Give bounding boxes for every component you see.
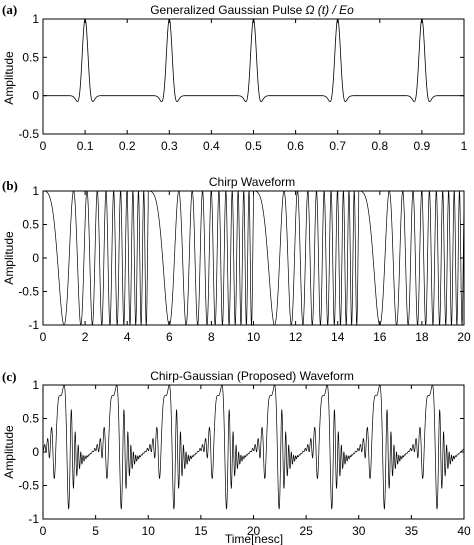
panel-a-xtick-label: 0.8 xyxy=(371,139,388,153)
panel-b-ylabel: Amplitude xyxy=(2,231,16,285)
panel-c: (c) Chirp-Gaussian (Proposed) Waveform A… xyxy=(2,369,471,545)
panel-b-xtick-label: 16 xyxy=(373,330,387,344)
panel-c-xtick-label: 30 xyxy=(352,524,366,538)
panel-c-xtick-label: 0 xyxy=(40,524,47,538)
panel-c-xlabel: Time[nesc] xyxy=(225,532,283,545)
panel-a-ytick-label: 0 xyxy=(32,89,39,103)
panel-c-series-line xyxy=(42,384,465,510)
panel-a-xtick-label: 0.1 xyxy=(77,139,94,153)
panel-b-xtick-label: 6 xyxy=(166,330,173,344)
panel-c-ytick-label: 0.5 xyxy=(22,412,39,426)
panel-b-xtick-label: 10 xyxy=(247,330,261,344)
panel-a-xtick-label: 0.2 xyxy=(119,139,136,153)
panel-a-ytick-label: -0.5 xyxy=(18,127,39,141)
panel-c-ytick-label: -1 xyxy=(28,512,39,526)
panel-b-xtick-label: 4 xyxy=(124,330,131,344)
panel-b-xtick-label: 2 xyxy=(82,330,89,344)
panel-b-xtick-label: 0 xyxy=(40,330,47,344)
panel-a-title: Generalized Gaussian Pulse Ω (t) / Eo xyxy=(150,3,354,17)
panel-a-ytick-label: 0.5 xyxy=(22,50,39,64)
panel-c-ytick-label: 0 xyxy=(32,445,39,459)
panel-c-ytick-label: -0.5 xyxy=(18,479,39,493)
panel-a-xtick-label: 0.5 xyxy=(245,139,262,153)
panel-b-xtick-label: 20 xyxy=(457,330,471,344)
panel-b-xtick-label: 12 xyxy=(289,330,303,344)
panel-a-ylabel: Amplitude xyxy=(2,51,16,105)
panel-c-title: Chirp-Gaussian (Proposed) Waveform xyxy=(150,369,354,383)
panel-b-ytick-label: 1 xyxy=(32,184,39,198)
panel-a-ytick-label: 1 xyxy=(32,12,39,26)
panel-c-tag: (c) xyxy=(2,369,16,384)
panel-b-xtick-label: 14 xyxy=(331,330,345,344)
panel-a-xtick-label: 0.9 xyxy=(414,139,431,153)
panel-c-xtick-label: 5 xyxy=(92,524,99,538)
panel-c-xtick-label: 35 xyxy=(405,524,419,538)
panel-a: (a) Generalized Gaussian Pulse Ω (t) / Eo… xyxy=(2,2,468,153)
panel-c-xtick-label: 15 xyxy=(194,524,208,538)
panel-a-xtick-label: 0.6 xyxy=(287,139,304,153)
panel-a-tag: (a) xyxy=(2,2,17,17)
panel-b-xtick-label: 8 xyxy=(208,330,215,344)
panel-b-ytick-label: 0 xyxy=(32,251,39,265)
panel-a-title-formula: Ω (t) / Eo xyxy=(305,3,354,17)
panel-c-xtick-label: 10 xyxy=(142,524,156,538)
panel-c-axes-box xyxy=(42,384,465,520)
panel-a-xtick-label: 1 xyxy=(461,139,468,153)
panel-b-ytick-label: 0.5 xyxy=(22,218,39,232)
panel-c-ylabel: Amplitude xyxy=(2,425,16,479)
panel-b: (b) Chirp Waveform Amplitude 0 2 4 6 8 10 12 14… xyxy=(2,175,471,344)
panel-c-xtick-label: 40 xyxy=(457,524,471,538)
panel-a-ticks: 0 0.1 0.2 0.3 0.4 0.5 0.6 0.7 0.8 0.9 1-0.500.51 xyxy=(18,12,467,153)
panel-a-title-plain: Generalized Gaussian Pulse xyxy=(150,3,302,17)
panel-a-series-line xyxy=(43,18,464,102)
panel-a-axes-box xyxy=(42,18,465,135)
panel-b-series-line xyxy=(43,189,465,326)
panel-b-xtick-label: 18 xyxy=(415,330,429,344)
panel-c-xtick-label: 20 xyxy=(247,524,261,538)
panel-c-ticks: 0 5 10 15 20 25 30 35 40 -1 -0.5 0 0.5 1 xyxy=(18,378,471,538)
panel-a-xtick-label: 0 xyxy=(40,139,47,153)
panel-b-ytick-label: -0.5 xyxy=(18,285,39,299)
panel-b-tag: (b) xyxy=(2,178,18,193)
panel-c-xtick-label: 25 xyxy=(299,524,313,538)
panel-a-xtick-label: 0.7 xyxy=(329,139,346,153)
panel-b-title: Chirp Waveform xyxy=(209,175,295,189)
panel-a-xtick-label: 0.3 xyxy=(161,139,178,153)
panel-b-ytick-label: -1 xyxy=(28,318,39,332)
panel-a-xtick-label: 0.4 xyxy=(203,139,220,153)
panel-c-ytick-label: 1 xyxy=(32,378,39,392)
